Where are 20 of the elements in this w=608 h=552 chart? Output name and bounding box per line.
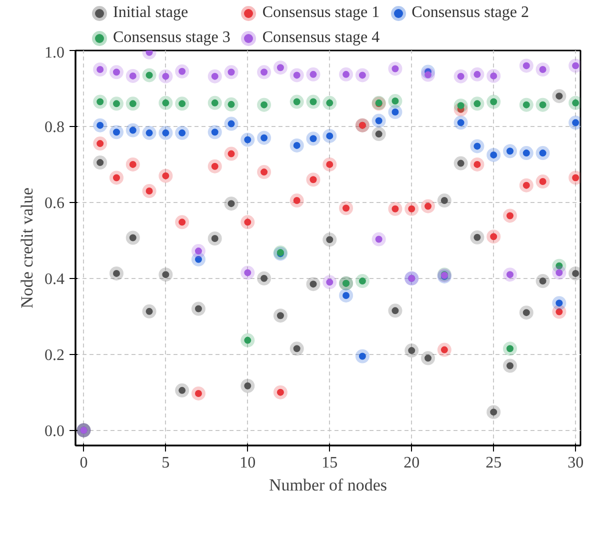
y-tick-label: 0.0 (44, 422, 64, 440)
x-tick-label: 20 (404, 454, 420, 472)
y-tick-label: 0.4 (44, 270, 64, 288)
legend-label: Consensus stage 4 (262, 28, 380, 48)
y-tick-label: 0.6 (44, 194, 64, 212)
legend-label: Consensus stage 1 (262, 3, 380, 23)
x-tick-label: 25 (486, 454, 502, 472)
y-tick-label: 1.0 (44, 44, 64, 62)
x-axis-title: Number of nodes (268, 476, 388, 494)
legend-label: Consensus stage 2 (412, 3, 529, 23)
legend-label: Consensus stage 3 (113, 28, 230, 48)
x-tick-label: 5 (162, 454, 170, 472)
y-tick-label: 0.2 (44, 346, 64, 364)
x-tick-label: 15 (322, 454, 338, 472)
x-tick-label: 0 (80, 454, 88, 472)
y-tick-label: 0.8 (44, 118, 64, 136)
x-tick-label: 10 (240, 454, 256, 472)
y-axis-title: Node credit value (18, 188, 36, 308)
x-tick-label: 30 (568, 454, 584, 472)
legend-label: Initial stage (113, 3, 188, 23)
